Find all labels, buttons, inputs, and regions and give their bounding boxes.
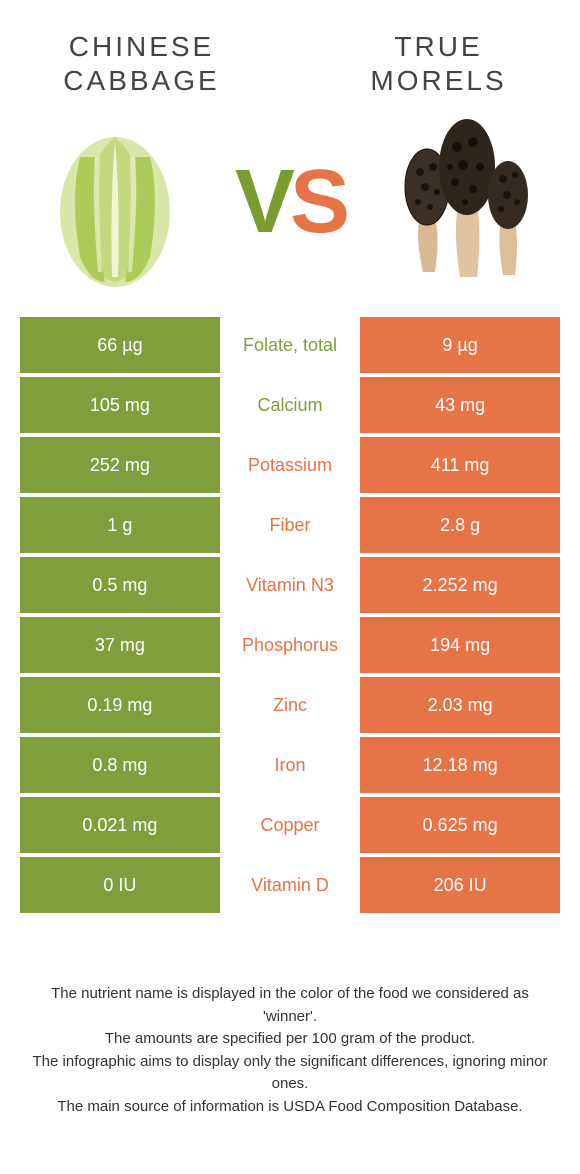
nutrient-label: Vitamin D — [220, 857, 360, 913]
left-value: 0.021 mg — [20, 797, 220, 853]
right-value: 206 IU — [360, 857, 560, 913]
left-value: 1 g — [20, 497, 220, 553]
left-value: 252 mg — [20, 437, 220, 493]
left-value: 0.5 mg — [20, 557, 220, 613]
right-value: 0.625 mg — [360, 797, 560, 853]
left-value: 0.8 mg — [20, 737, 220, 793]
right-value: 12.18 mg — [360, 737, 560, 793]
right-value: 43 mg — [360, 377, 560, 433]
nutrient-table: 66 µgFolate, total9 µg105 mgCalcium43 mg… — [20, 317, 560, 913]
nutrient-label: Copper — [220, 797, 360, 853]
vs-v: V — [235, 152, 290, 252]
left-food-title: CHINESE CABBAGE — [20, 30, 263, 97]
right-value: 2.03 mg — [360, 677, 560, 733]
left-value: 105 mg — [20, 377, 220, 433]
left-value: 66 µg — [20, 317, 220, 373]
table-row: 252 mgPotassium411 mg — [20, 437, 560, 493]
right-value: 411 mg — [360, 437, 560, 493]
vs-label: VS — [235, 151, 345, 254]
table-row: 37 mgPhosphorus194 mg — [20, 617, 560, 673]
nutrient-label: Fiber — [220, 497, 360, 553]
left-value: 0.19 mg — [20, 677, 220, 733]
nutrient-label: Iron — [220, 737, 360, 793]
nutrient-label: Potassium — [220, 437, 360, 493]
right-title-line1: TRUE — [394, 31, 482, 62]
right-title-line2: MORELS — [370, 65, 506, 96]
right-value: 194 mg — [360, 617, 560, 673]
footer-line3: The infographic aims to display only the… — [30, 1051, 550, 1096]
table-row: 0.8 mgIron12.18 mg — [20, 737, 560, 793]
nutrient-label: Zinc — [220, 677, 360, 733]
right-value: 2.252 mg — [360, 557, 560, 613]
table-row: 0 IUVitamin D206 IU — [20, 857, 560, 913]
images-row: VS — [20, 117, 560, 287]
table-row: 0.021 mgCopper0.625 mg — [20, 797, 560, 853]
nutrient-label: Phosphorus — [220, 617, 360, 673]
table-row: 0.5 mgVitamin N32.252 mg — [20, 557, 560, 613]
vs-s: S — [290, 152, 345, 252]
left-value: 37 mg — [20, 617, 220, 673]
right-value: 2.8 g — [360, 497, 560, 553]
cabbage-icon — [30, 117, 200, 287]
header: CHINESE CABBAGE TRUE MORELS — [20, 30, 560, 97]
table-row: 105 mgCalcium43 mg — [20, 377, 560, 433]
footer-line2: The amounts are specified per 100 gram o… — [30, 1028, 550, 1051]
footer-line1: The nutrient name is displayed in the co… — [30, 983, 550, 1028]
left-title-line2: CABBAGE — [63, 65, 219, 96]
nutrient-label: Folate, total — [220, 317, 360, 373]
table-row: 0.19 mgZinc2.03 mg — [20, 677, 560, 733]
nutrient-label: Vitamin N3 — [220, 557, 360, 613]
morels-icon — [380, 117, 550, 287]
right-value: 9 µg — [360, 317, 560, 373]
right-food-title: TRUE MORELS — [317, 30, 560, 97]
table-row: 66 µgFolate, total9 µg — [20, 317, 560, 373]
left-value: 0 IU — [20, 857, 220, 913]
footer-line4: The main source of information is USDA F… — [30, 1096, 550, 1119]
left-title-line1: CHINESE — [69, 31, 214, 62]
nutrient-label: Calcium — [220, 377, 360, 433]
table-row: 1 gFiber2.8 g — [20, 497, 560, 553]
footer-notes: The nutrient name is displayed in the co… — [20, 983, 560, 1118]
